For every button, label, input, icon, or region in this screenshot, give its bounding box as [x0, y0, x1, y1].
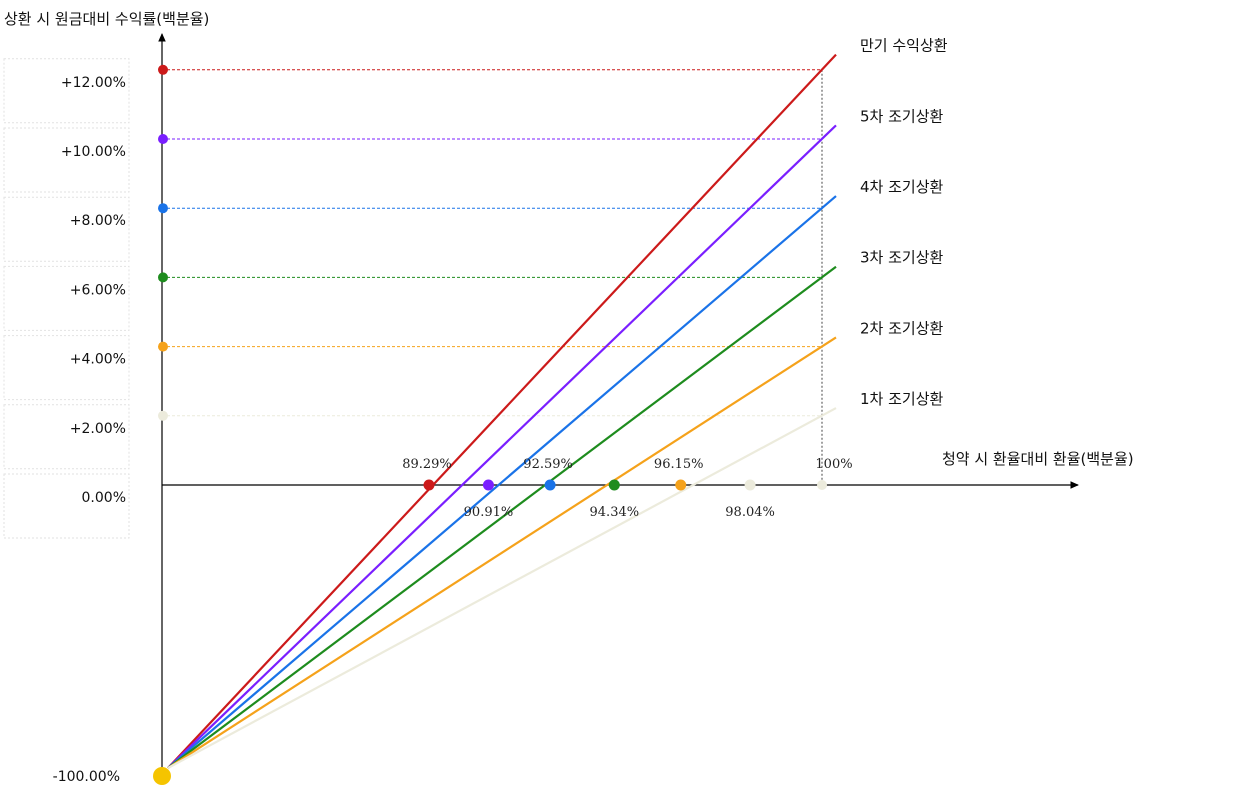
y-tick-box: [3, 58, 130, 124]
x-intercept-marker: [423, 479, 435, 491]
series-label: 3차 조기상환: [860, 249, 944, 267]
x-intercept-label: 94.34%: [590, 505, 640, 520]
series-label: 1차 조기상환: [860, 390, 944, 408]
y-tick-label: +2.00%: [70, 421, 126, 437]
y-tick-box: [3, 473, 130, 539]
y-value-marker: [158, 64, 168, 75]
x-intercept-label: 92.59%: [523, 457, 573, 472]
y-tick-label: +6.00%: [70, 282, 126, 298]
x-axis-label: 청약 시 환율대비 환율(백분율): [942, 450, 1134, 468]
series-label: 5차 조기상환: [860, 107, 944, 125]
x-intercept-marker: [608, 479, 620, 491]
y-tick-box: [3, 196, 130, 262]
y-value-marker: [158, 272, 168, 283]
series-line: [167, 195, 837, 769]
series-line: [167, 265, 837, 769]
y-tick-label: -100.00%: [53, 769, 120, 785]
y-value-marker: [158, 203, 168, 214]
x-intercept-label: 90.91%: [464, 505, 514, 520]
y-tick-box: [3, 127, 130, 193]
x-intercept-marker: [482, 479, 494, 491]
y-tick-label: +10.00%: [61, 144, 126, 160]
y-tick-box: [3, 265, 130, 331]
series-label: 4차 조기상환: [860, 178, 944, 196]
series-lines: [167, 53, 837, 769]
x-intercept-marker: [675, 479, 687, 491]
y-axis-label: 상환 시 원금대비 수익률(백분율): [4, 10, 209, 28]
series-line: [167, 407, 837, 769]
origin-marker: [153, 767, 171, 785]
x-intercept-labels: 89.29% 90.91% 92.59% 94.34% 96.15% 98.04% 100%: [402, 457, 852, 520]
y-tick-labels: +12.00% +10.00% +8.00% +6.00% +4.00% +2.00% 0.…: [53, 75, 126, 785]
series-line: [167, 336, 837, 769]
x-intercept-label: 89.29%: [402, 457, 452, 472]
x-100-marker: [817, 480, 827, 490]
y-tick-box: [3, 404, 130, 470]
y-value-marker: [158, 341, 168, 352]
x-intercept-label: 98.04%: [725, 505, 775, 520]
y-value-marker: [158, 134, 168, 144]
y-tick-label: +8.00%: [70, 213, 126, 229]
series-label: 2차 조기상환: [860, 319, 944, 337]
series-labels: 만기 수익상환 5차 조기상환 4차 조기상환 3차 조기상환 2차 조기상환 1차 조기…: [860, 37, 948, 408]
series-line: [167, 124, 837, 769]
series-markers: [158, 64, 827, 491]
y-tick-label: +4.00%: [70, 352, 126, 368]
series-line: [167, 53, 837, 769]
series-label: 만기 수익상환: [860, 37, 948, 55]
y-value-marker: [158, 410, 168, 421]
y-tick-label: +12.00%: [61, 75, 126, 91]
x-intercept-marker: [544, 479, 556, 491]
y-tick-boxes: [3, 58, 130, 539]
y-tick-label: 0.00%: [82, 490, 126, 506]
x-intercept-label: 96.15%: [654, 457, 704, 472]
x-100-label: 100%: [815, 457, 852, 472]
x-intercept-marker: [744, 479, 756, 491]
y-tick-box: [3, 335, 130, 401]
